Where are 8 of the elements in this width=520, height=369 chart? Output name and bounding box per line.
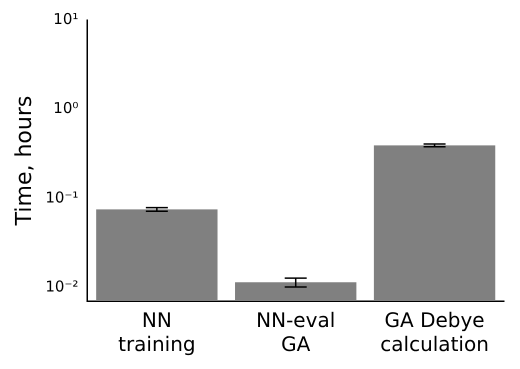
x-tick-label: NN-eval GA <box>256 308 336 356</box>
y-tick-label: 10⁻² <box>45 278 78 296</box>
y-tick-label: 10⁰ <box>53 99 78 118</box>
y-tick-label: 10¹ <box>53 10 78 28</box>
y-tick-label: 10⁻¹ <box>45 188 78 206</box>
x-tick-label: NN training <box>118 308 196 356</box>
x-tick-label: GA Debye calculation <box>380 308 489 356</box>
y-axis-title: Time, hours <box>12 96 37 226</box>
